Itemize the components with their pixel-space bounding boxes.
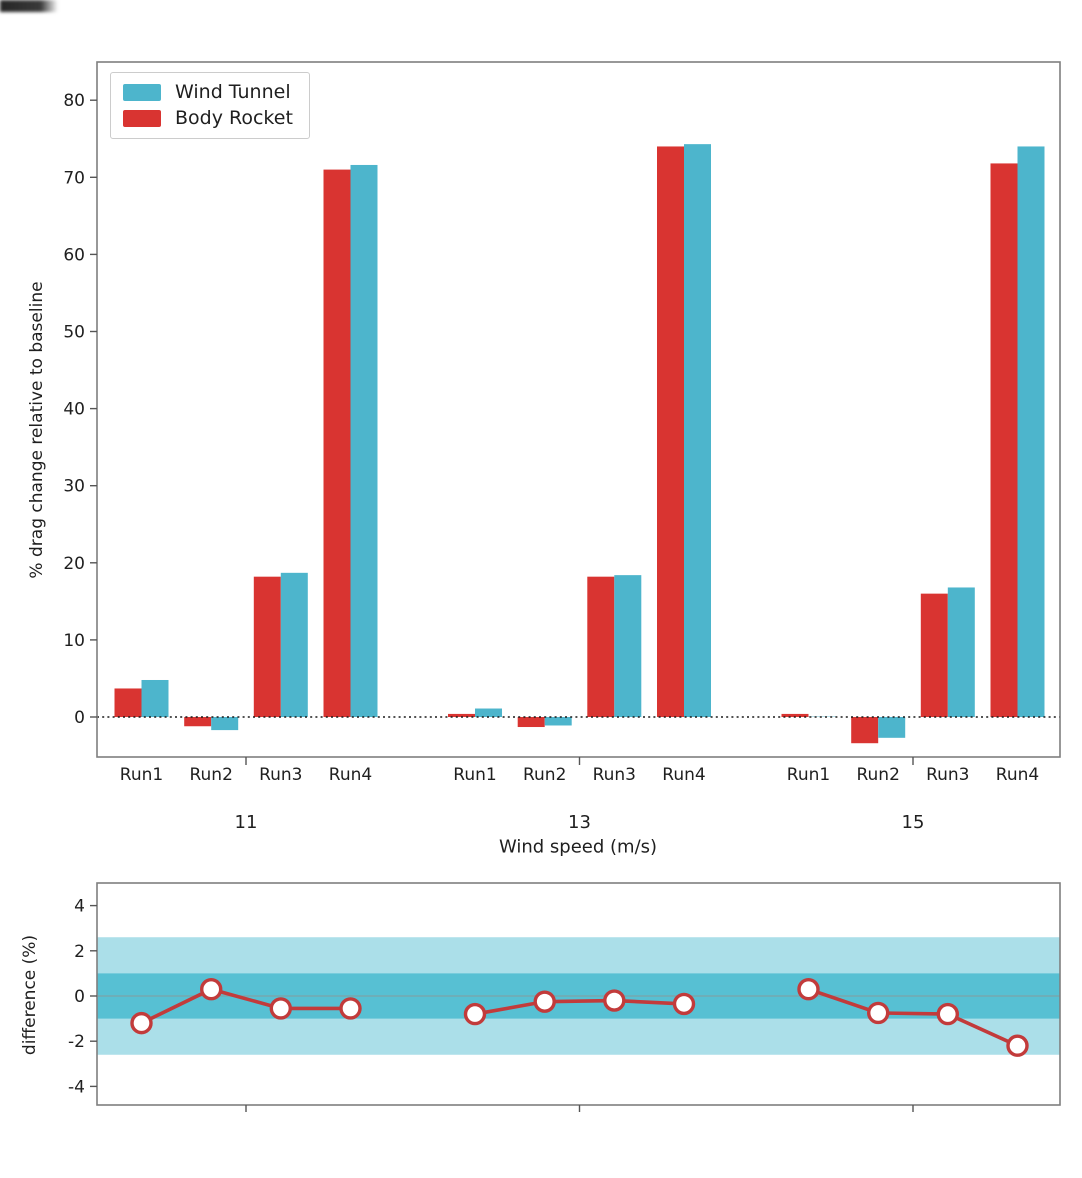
bar-chart-y-tick-label: 30 (63, 477, 85, 497)
bar-chart-run-label: Run2 (189, 765, 232, 785)
bar-chart-y-tick-label: 0 (74, 708, 85, 728)
difference-y-tick-label: -4 (68, 1077, 85, 1097)
wind-tunnel-color-swatch (123, 84, 161, 101)
difference-marker-11-run3 (269, 997, 292, 1020)
bar-chart-y-axis-label: % drag change relative to baseline (27, 281, 47, 579)
bar-body-rocket-11-run2 (184, 717, 212, 727)
difference-marker-15-run1 (797, 978, 820, 1001)
bar-wind-tunnel-13-run2 (544, 717, 572, 726)
difference-marker-13-run1 (463, 1002, 487, 1026)
difference-marker-11-run4 (339, 997, 362, 1020)
legend-item-wind-tunnel: Wind Tunnel (123, 83, 293, 102)
screenshot-edge-artifact (0, 0, 58, 12)
difference-chart-frame (96, 882, 1061, 1106)
bar-chart-y-tick-label: 60 (63, 245, 85, 265)
difference-line-group-15 (807, 987, 1019, 1048)
difference-marker-15-run4 (1006, 1034, 1029, 1057)
bar-chart-run-label: Run1 (453, 765, 496, 785)
bar-chart-y-tick-label: 40 (63, 400, 85, 420)
bar-chart-run-label: Run4 (996, 765, 1039, 785)
bar-body-rocket-13-run4 (657, 146, 684, 717)
legend-label-wind-tunnel: Wind Tunnel (175, 81, 291, 103)
bar-chart-y-tick-label: 50 (63, 323, 85, 343)
bar-chart-run-label: Run3 (259, 765, 302, 785)
difference-y-tick-label: 0 (74, 987, 85, 1007)
difference-marker-13-run3 (603, 989, 626, 1012)
bar-wind-tunnel-13-run3 (614, 575, 642, 717)
bar-chart-group-label: 15 (902, 812, 925, 833)
difference-marker-15-run3 (936, 1002, 959, 1026)
bar-chart-group-label: 11 (235, 812, 258, 833)
bar-body-rocket-11-run4 (323, 169, 351, 718)
bar-chart-run-label: Run3 (593, 765, 636, 785)
bar-body-rocket-13-run3 (587, 576, 615, 717)
difference-y-tick-label: 4 (74, 897, 85, 917)
difference-line-group-11 (140, 987, 351, 1025)
bar-chart-frame (96, 61, 1061, 758)
legend-label-body-rocket: Body Rocket (175, 107, 293, 129)
bar-chart-run-label: Run2 (856, 765, 899, 785)
bar-chart-group-label: 13 (568, 812, 591, 833)
bar-wind-tunnel-15-run2 (878, 717, 906, 738)
bar-body-rocket-13-run1 (448, 713, 475, 717)
bar-chart-run-label: Run3 (926, 765, 969, 785)
difference-marker-11-run2 (199, 978, 223, 1001)
body-rocket-color-swatch (123, 110, 161, 127)
bar-chart-run-label: Run1 (120, 765, 163, 785)
bar-wind-tunnel-11-run2 (211, 717, 239, 731)
bar-chart-y-tick-label: 70 (63, 168, 85, 188)
difference-chart-y-axis-label: difference (%) (20, 934, 40, 1056)
bar-body-rocket-15-run4 (990, 163, 1018, 717)
bar-wind-tunnel-11-run4 (350, 164, 378, 718)
legend: Wind Tunnel Body Rocket (110, 72, 310, 139)
bar-wind-tunnel-11-run3 (280, 572, 308, 717)
bar-body-rocket-15-run3 (920, 593, 948, 717)
bar-chart-run-label: Run1 (787, 765, 830, 785)
legend-item-body-rocket: Body Rocket (123, 109, 293, 128)
bar-chart-y-tick-label: 10 (63, 631, 85, 651)
bar-wind-tunnel-15-run4 (1017, 146, 1045, 717)
bar-body-rocket-13-run2 (517, 717, 545, 728)
bar-chart-y-tick-label: 20 (63, 554, 85, 574)
bar-wind-tunnel-13-run1 (475, 708, 502, 717)
difference-line-group-13 (474, 998, 685, 1016)
bar-chart-run-label: Run4 (329, 765, 372, 785)
difference-marker-15-run2 (867, 1001, 890, 1025)
bar-chart-run-label: Run2 (523, 765, 566, 785)
bar-body-rocket-11-run1 (114, 688, 142, 717)
bar-wind-tunnel-15-run3 (947, 587, 975, 717)
bar-chart-x-axis-label: Wind speed (m/s) (498, 836, 658, 858)
bar-wind-tunnel-11-run1 (141, 679, 169, 717)
difference-marker-13-run4 (672, 992, 696, 1016)
difference-y-tick-label: -2 (68, 1032, 85, 1052)
bar-body-rocket-15-run2 (851, 717, 879, 744)
difference-marker-11-run1 (130, 1011, 153, 1035)
bar-body-rocket-15-run1 (781, 713, 809, 717)
bar-body-rocket-11-run3 (253, 576, 281, 717)
bar-chart-y-tick-label: 80 (63, 91, 85, 111)
bar-wind-tunnel-13-run4 (684, 144, 711, 718)
difference-marker-13-run2 (533, 990, 556, 1013)
difference-y-tick-label: 2 (74, 942, 85, 962)
bar-chart-run-label: Run4 (662, 765, 705, 785)
